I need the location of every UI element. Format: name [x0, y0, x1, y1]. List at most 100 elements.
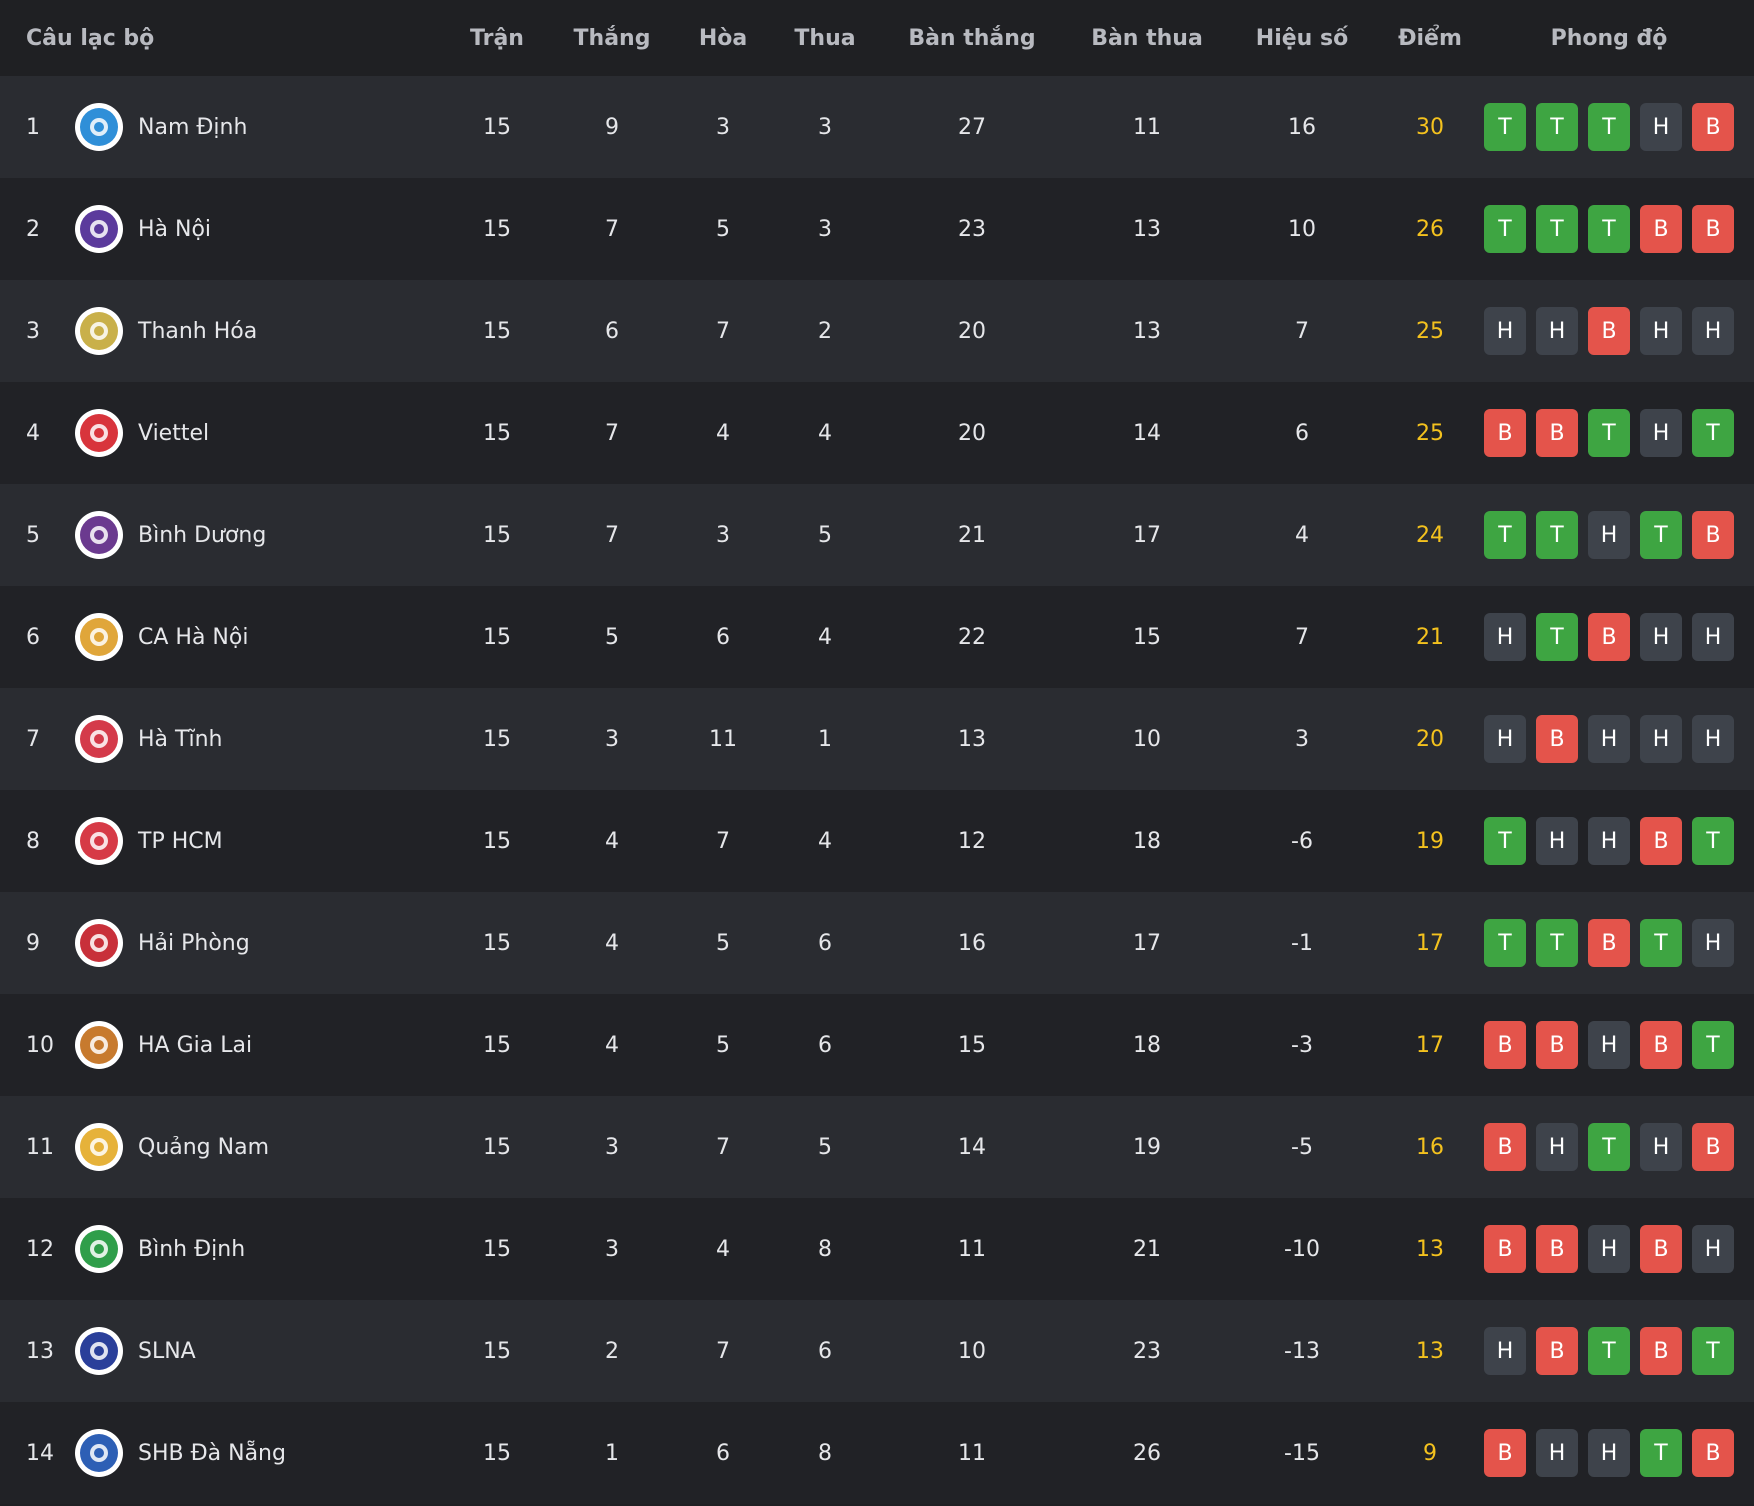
- form-badge[interactable]: B: [1484, 409, 1526, 457]
- form-badge[interactable]: T: [1640, 1429, 1682, 1477]
- form-badge[interactable]: H: [1588, 1429, 1630, 1477]
- form-badge[interactable]: T: [1484, 205, 1526, 253]
- header-goals-against[interactable]: Bàn thua: [1091, 25, 1203, 51]
- form-badge[interactable]: T: [1536, 919, 1578, 967]
- form-badge[interactable]: H: [1588, 511, 1630, 559]
- tp-hcm-crest-icon[interactable]: [70, 790, 128, 892]
- form-badge[interactable]: H: [1484, 715, 1526, 763]
- form-badge[interactable]: B: [1536, 1327, 1578, 1375]
- form-badge[interactable]: H: [1692, 613, 1734, 661]
- form-badge[interactable]: B: [1484, 1021, 1526, 1069]
- club-name[interactable]: Thanh Hóa: [138, 318, 258, 344]
- form-badge[interactable]: T: [1692, 1021, 1734, 1069]
- header-played[interactable]: Trận: [470, 25, 524, 51]
- form-badge[interactable]: H: [1640, 613, 1682, 661]
- club-name[interactable]: Hà Tĩnh: [138, 726, 223, 752]
- ha-tinh-crest-icon[interactable]: [70, 688, 128, 790]
- form-badge[interactable]: T: [1484, 919, 1526, 967]
- form-badge[interactable]: T: [1484, 511, 1526, 559]
- form-badge[interactable]: B: [1536, 715, 1578, 763]
- form-badge[interactable]: H: [1692, 715, 1734, 763]
- form-badge[interactable]: H: [1484, 307, 1526, 355]
- club-name[interactable]: Quảng Nam: [138, 1134, 270, 1160]
- form-badge[interactable]: B: [1588, 307, 1630, 355]
- club-name[interactable]: Viettel: [138, 420, 210, 446]
- club-name[interactable]: HA Gia Lai: [138, 1032, 253, 1058]
- form-badge[interactable]: B: [1692, 205, 1734, 253]
- form-badge[interactable]: T: [1588, 103, 1630, 151]
- club-name[interactable]: Hà Nội: [138, 216, 212, 242]
- form-badge[interactable]: T: [1588, 1123, 1630, 1171]
- club-name[interactable]: Nam Định: [138, 114, 248, 140]
- header-points[interactable]: Điểm: [1398, 25, 1462, 51]
- viettel-crest-icon[interactable]: [70, 382, 128, 484]
- form-badge[interactable]: B: [1640, 1327, 1682, 1375]
- club-name[interactable]: Bình Định: [138, 1236, 246, 1262]
- form-badge[interactable]: B: [1640, 1021, 1682, 1069]
- ca-ha-noi-crest-icon[interactable]: [70, 586, 128, 688]
- form-badge[interactable]: H: [1484, 613, 1526, 661]
- form-badge[interactable]: T: [1692, 817, 1734, 865]
- ha-noi-crest-icon[interactable]: [70, 178, 128, 280]
- club-name[interactable]: SHB Đà Nẵng: [138, 1440, 286, 1466]
- hai-phong-crest-icon[interactable]: [70, 892, 128, 994]
- club-name[interactable]: Bình Dương: [138, 522, 267, 548]
- form-badge[interactable]: B: [1588, 613, 1630, 661]
- form-badge[interactable]: T: [1484, 817, 1526, 865]
- form-badge[interactable]: H: [1536, 817, 1578, 865]
- hagl-crest-icon[interactable]: [70, 994, 128, 1096]
- form-badge[interactable]: H: [1536, 1429, 1578, 1477]
- form-badge[interactable]: H: [1588, 715, 1630, 763]
- form-badge[interactable]: B: [1640, 1225, 1682, 1273]
- form-badge[interactable]: H: [1640, 103, 1682, 151]
- club-name[interactable]: TP HCM: [138, 828, 223, 854]
- header-won[interactable]: Thắng: [573, 25, 651, 51]
- club-name[interactable]: CA Hà Nội: [138, 624, 249, 650]
- header-goals-for[interactable]: Bàn thắng: [908, 25, 1036, 51]
- form-badge[interactable]: B: [1640, 205, 1682, 253]
- form-badge[interactable]: B: [1484, 1225, 1526, 1273]
- header-lost[interactable]: Thua: [794, 25, 856, 51]
- quang-nam-crest-icon[interactable]: [70, 1096, 128, 1198]
- form-badge[interactable]: B: [1484, 1123, 1526, 1171]
- header-drawn[interactable]: Hòa: [698, 25, 748, 51]
- form-badge[interactable]: H: [1640, 1123, 1682, 1171]
- form-badge[interactable]: B: [1588, 919, 1630, 967]
- club-name[interactable]: Hải Phòng: [138, 930, 250, 956]
- shb-da-nang-crest-icon[interactable]: [70, 1402, 128, 1504]
- form-badge[interactable]: B: [1536, 1225, 1578, 1273]
- form-badge[interactable]: T: [1536, 103, 1578, 151]
- nam-dinh-crest-icon[interactable]: [70, 76, 128, 178]
- form-badge[interactable]: H: [1484, 1327, 1526, 1375]
- form-badge[interactable]: T: [1640, 511, 1682, 559]
- form-badge[interactable]: H: [1588, 1021, 1630, 1069]
- thanh-hoa-crest-icon[interactable]: [70, 280, 128, 382]
- form-badge[interactable]: H: [1640, 715, 1682, 763]
- form-badge[interactable]: T: [1692, 409, 1734, 457]
- form-badge[interactable]: B: [1640, 817, 1682, 865]
- form-badge[interactable]: H: [1640, 409, 1682, 457]
- form-badge[interactable]: B: [1536, 409, 1578, 457]
- form-badge[interactable]: H: [1692, 919, 1734, 967]
- form-badge[interactable]: T: [1692, 1327, 1734, 1375]
- form-badge[interactable]: T: [1640, 919, 1682, 967]
- form-badge[interactable]: B: [1692, 1123, 1734, 1171]
- header-club[interactable]: Câu lạc bộ: [26, 25, 155, 51]
- form-badge[interactable]: B: [1484, 1429, 1526, 1477]
- form-badge[interactable]: T: [1588, 1327, 1630, 1375]
- form-badge[interactable]: T: [1588, 205, 1630, 253]
- binh-dinh-crest-icon[interactable]: [70, 1198, 128, 1300]
- form-badge[interactable]: B: [1692, 103, 1734, 151]
